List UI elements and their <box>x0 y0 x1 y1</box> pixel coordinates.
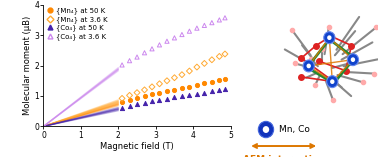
Point <box>209 81 215 83</box>
Point <box>141 95 147 97</box>
Point <box>216 19 222 21</box>
Point <box>209 21 215 24</box>
Point <box>216 89 222 91</box>
Point <box>194 93 200 95</box>
Point <box>171 88 177 91</box>
Point <box>127 105 133 107</box>
Point <box>134 91 140 94</box>
Point <box>156 92 163 94</box>
Text: Mn, Co: Mn, Co <box>279 125 310 134</box>
Point <box>127 94 133 97</box>
Circle shape <box>258 121 274 138</box>
Point <box>179 87 185 89</box>
Point <box>134 56 140 58</box>
Point <box>179 73 185 76</box>
Point <box>134 103 140 106</box>
Point <box>127 99 133 101</box>
Point <box>149 48 155 50</box>
Text: AFM interaction: AFM interaction <box>243 155 324 157</box>
Point <box>179 95 185 97</box>
Point <box>209 90 215 93</box>
Circle shape <box>303 60 314 72</box>
Point <box>134 97 140 99</box>
Point <box>171 96 177 99</box>
Point <box>222 53 228 55</box>
Point <box>127 59 133 62</box>
Circle shape <box>307 64 311 68</box>
Circle shape <box>327 76 338 88</box>
Point <box>141 102 147 104</box>
Point <box>194 66 200 68</box>
Point <box>201 91 208 94</box>
Circle shape <box>324 32 335 44</box>
Point <box>164 90 170 92</box>
Point <box>216 79 222 81</box>
Point <box>222 78 228 80</box>
Point <box>222 16 228 19</box>
Point <box>171 76 177 79</box>
Circle shape <box>263 126 269 133</box>
Point <box>156 44 163 46</box>
Circle shape <box>327 35 332 40</box>
Y-axis label: Molecular moment (μB): Molecular moment (μB) <box>23 16 32 115</box>
Circle shape <box>330 79 335 84</box>
Point <box>156 99 163 101</box>
Circle shape <box>351 57 355 62</box>
Point <box>186 70 192 72</box>
Point <box>149 86 155 88</box>
Point <box>186 94 192 96</box>
Point <box>201 24 208 27</box>
Circle shape <box>347 54 359 66</box>
Point <box>171 37 177 39</box>
Point <box>119 107 125 109</box>
Point <box>119 64 125 66</box>
Point <box>222 88 228 91</box>
Point <box>149 100 155 103</box>
Point <box>156 83 163 85</box>
Point <box>164 79 170 82</box>
Legend: {Mn₄} at 50 K, {Mn₄} at 3.6 K, {Co₄} at 50 K, {Co₄} at 3.6 K: {Mn₄} at 50 K, {Mn₄} at 3.6 K, {Co₄} at … <box>46 7 108 40</box>
Point <box>209 59 215 61</box>
Point <box>164 40 170 42</box>
Point <box>141 89 147 91</box>
Point <box>186 30 192 32</box>
Point <box>141 51 147 54</box>
Point <box>194 27 200 29</box>
Point <box>201 62 208 65</box>
Point <box>194 84 200 86</box>
Point <box>164 97 170 100</box>
Point <box>179 33 185 36</box>
Point <box>201 82 208 85</box>
Point <box>186 85 192 88</box>
Point <box>216 55 222 58</box>
Point <box>119 101 125 103</box>
X-axis label: Magnetic field (T): Magnetic field (T) <box>100 142 174 151</box>
Point <box>119 97 125 100</box>
Point <box>149 93 155 96</box>
